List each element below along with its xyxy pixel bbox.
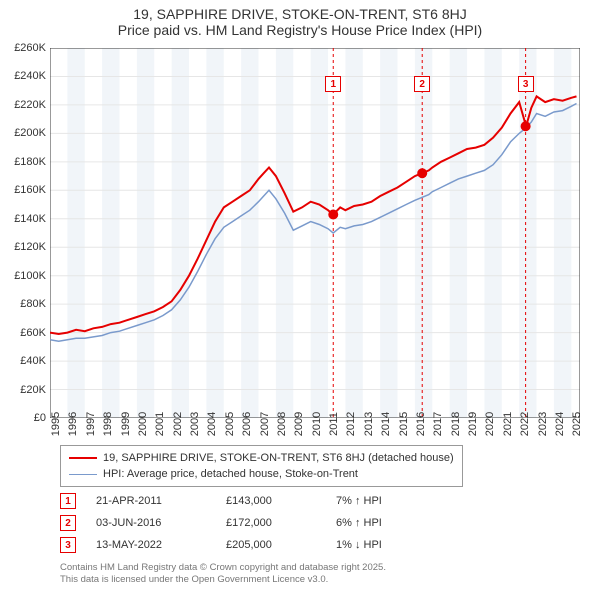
legend-item-series1: 19, SAPPHIRE DRIVE, STOKE-ON-TRENT, ST6 … xyxy=(69,450,454,466)
y-tick-label: £180K xyxy=(0,156,46,168)
event-marker-2-num: 2 xyxy=(65,518,71,529)
legend-label-series2: HPI: Average price, detached house, Stok… xyxy=(103,466,358,482)
x-tick-label: 2013 xyxy=(363,412,375,436)
y-tick-label: £120K xyxy=(0,241,46,253)
chart-event-marker: 3 xyxy=(518,76,534,92)
x-tick-label: 1999 xyxy=(120,412,132,436)
x-tick-label: 2003 xyxy=(189,412,201,436)
title-line-1: 19, SAPPHIRE DRIVE, STOKE-ON-TRENT, ST6 … xyxy=(0,6,600,22)
event-date-1: 21-APR-2011 xyxy=(96,495,206,507)
x-tick-label: 2016 xyxy=(415,412,427,436)
event-delta-3: 1% ↓ HPI xyxy=(336,539,456,551)
legend-swatch-series1 xyxy=(69,457,97,459)
x-tick-label: 2008 xyxy=(276,412,288,436)
y-tick-label: £220K xyxy=(0,99,46,111)
event-row-2: 2 03-JUN-2016 £172,000 6% ↑ HPI xyxy=(60,512,456,534)
event-row-1: 1 21-APR-2011 £143,000 7% ↑ HPI xyxy=(60,490,456,512)
footer-line-2: This data is licensed under the Open Gov… xyxy=(60,574,386,586)
y-tick-label: £60K xyxy=(0,327,46,339)
chart-event-marker: 1 xyxy=(325,76,341,92)
y-tick-label: £0 xyxy=(0,412,46,424)
y-tick-label: £240K xyxy=(0,70,46,82)
legend-label-series1: 19, SAPPHIRE DRIVE, STOKE-ON-TRENT, ST6 … xyxy=(103,450,454,466)
y-tick-label: £100K xyxy=(0,270,46,282)
x-tick-label: 2023 xyxy=(537,412,549,436)
event-date-2: 03-JUN-2016 xyxy=(96,517,206,529)
y-tick-label: £20K xyxy=(0,384,46,396)
chart-event-marker: 2 xyxy=(414,76,430,92)
x-tick-label: 2009 xyxy=(293,412,305,436)
x-tick-label: 2012 xyxy=(345,412,357,436)
footer-line-1: Contains HM Land Registry data © Crown c… xyxy=(60,562,386,574)
event-delta-1: 7% ↑ HPI xyxy=(336,495,456,507)
x-tick-label: 2007 xyxy=(259,412,271,436)
x-tick-label: 2018 xyxy=(450,412,462,436)
event-marker-3-num: 3 xyxy=(65,540,71,551)
x-tick-label: 2005 xyxy=(224,412,236,436)
x-tick-label: 2021 xyxy=(502,412,514,436)
x-tick-label: 2006 xyxy=(241,412,253,436)
x-tick-label: 2014 xyxy=(380,412,392,436)
event-date-3: 13-MAY-2022 xyxy=(96,539,206,551)
plot-svg xyxy=(50,48,580,418)
x-tick-label: 2024 xyxy=(554,412,566,436)
x-tick-label: 2025 xyxy=(571,412,583,436)
x-tick-label: 1998 xyxy=(102,412,114,436)
x-tick-label: 2002 xyxy=(172,412,184,436)
event-marker-1: 1 xyxy=(60,493,76,509)
x-tick-label: 2010 xyxy=(311,412,323,436)
x-tick-label: 2000 xyxy=(137,412,149,436)
chart-container: 19, SAPPHIRE DRIVE, STOKE-ON-TRENT, ST6 … xyxy=(0,0,600,590)
x-tick-label: 2011 xyxy=(328,412,340,436)
legend: 19, SAPPHIRE DRIVE, STOKE-ON-TRENT, ST6 … xyxy=(60,445,463,487)
footer-attribution: Contains HM Land Registry data © Crown c… xyxy=(60,562,386,586)
y-tick-label: £260K xyxy=(0,42,46,54)
title-block: 19, SAPPHIRE DRIVE, STOKE-ON-TRENT, ST6 … xyxy=(0,0,600,38)
event-marker-1-num: 1 xyxy=(65,496,71,507)
event-marker-2: 2 xyxy=(60,515,76,531)
y-tick-label: £200K xyxy=(0,127,46,139)
x-tick-label: 2019 xyxy=(467,412,479,436)
x-tick-label: 2004 xyxy=(206,412,218,436)
y-tick-label: £160K xyxy=(0,184,46,196)
legend-swatch-series2 xyxy=(69,474,97,475)
x-tick-label: 1997 xyxy=(85,412,97,436)
x-tick-label: 1995 xyxy=(50,412,62,436)
x-tick-label: 2001 xyxy=(154,412,166,436)
y-tick-label: £80K xyxy=(0,298,46,310)
title-line-2: Price paid vs. HM Land Registry's House … xyxy=(0,22,600,38)
event-price-2: £172,000 xyxy=(226,517,316,529)
event-row-3: 3 13-MAY-2022 £205,000 1% ↓ HPI xyxy=(60,534,456,556)
events-table: 1 21-APR-2011 £143,000 7% ↑ HPI 2 03-JUN… xyxy=(60,490,456,556)
x-tick-label: 2015 xyxy=(398,412,410,436)
y-tick-label: £140K xyxy=(0,213,46,225)
event-price-1: £143,000 xyxy=(226,495,316,507)
legend-item-series2: HPI: Average price, detached house, Stok… xyxy=(69,466,454,482)
event-price-3: £205,000 xyxy=(226,539,316,551)
chart-plot-area: £0£20K£40K£60K£80K£100K£120K£140K£160K£1… xyxy=(50,48,580,418)
x-tick-label: 2017 xyxy=(432,412,444,436)
x-tick-label: 2022 xyxy=(519,412,531,436)
x-tick-label: 1996 xyxy=(67,412,79,436)
x-tick-label: 2020 xyxy=(484,412,496,436)
event-delta-2: 6% ↑ HPI xyxy=(336,517,456,529)
event-marker-3: 3 xyxy=(60,537,76,553)
y-tick-label: £40K xyxy=(0,355,46,367)
